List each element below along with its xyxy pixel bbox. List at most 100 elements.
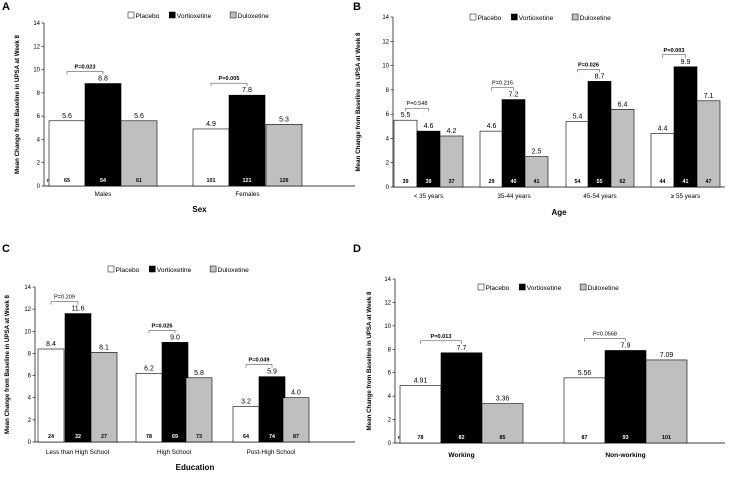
bar-value-label: 7.9 xyxy=(621,342,631,349)
y-tick-label: 6 xyxy=(388,371,392,377)
pvalue-bracket xyxy=(245,364,273,368)
bar-value-label: 7.1 xyxy=(704,93,714,100)
bar-value-label: 8.4 xyxy=(46,341,56,348)
bar-duloxetine-2 xyxy=(282,397,310,443)
bar-value-label: 5.5 xyxy=(401,112,411,119)
bar-n-label: 41 xyxy=(683,179,689,185)
bar-value-label: 7.7 xyxy=(457,345,467,352)
bar-value-label: 4.9 xyxy=(206,121,216,128)
bar-n-label: 69 xyxy=(172,434,178,440)
bar-value-label: 8.1 xyxy=(99,344,109,351)
y-tick-label: 4 xyxy=(37,137,41,143)
bar-duloxetine-0 xyxy=(120,120,158,187)
legend-swatch-duloxetine xyxy=(229,11,237,19)
y-tick-label: 14 xyxy=(382,15,389,21)
legend-label-placebo: Placebo xyxy=(116,267,140,274)
bar-value-label: 7.09 xyxy=(660,352,674,359)
bar-vortioxetine-1 xyxy=(501,99,526,188)
y-tick-label: 4 xyxy=(388,394,392,400)
x-axis-label: Age xyxy=(551,208,567,217)
legend-label-duloxetine: Duloxetine xyxy=(218,267,249,274)
pvalue-label: P=0.209 xyxy=(54,295,75,301)
y-tick-label: 6 xyxy=(386,112,390,118)
pvalue-label: P=0.003 xyxy=(664,48,685,54)
x-category-label: 35-44 years xyxy=(497,193,530,200)
bar-n-label: 82 xyxy=(459,435,465,441)
bar-n-label: 87 xyxy=(582,435,588,441)
x-category-label: Less than High School xyxy=(46,449,109,456)
bar-vortioxetine-2 xyxy=(587,81,612,188)
pvalue-bracket xyxy=(50,301,79,305)
pvalue-label: P=0.216 xyxy=(492,81,513,87)
legend-label-duloxetine: Duloxetine xyxy=(580,15,611,22)
bar-value-label: 3.2 xyxy=(241,399,251,406)
panel-letter: A xyxy=(2,1,10,13)
y-tick-label: 0 xyxy=(28,440,32,446)
bar-value-label: 7.8 xyxy=(242,87,252,94)
bar-n-label: 54 xyxy=(100,178,106,184)
legend-swatch-placebo xyxy=(469,13,477,21)
bar-duloxetine-1 xyxy=(265,123,303,187)
bar-n-label: 78 xyxy=(146,434,152,440)
x-axis-label: Education xyxy=(176,463,215,472)
y-tick-label: 6 xyxy=(28,374,32,380)
bar-n-label: 85 xyxy=(500,435,506,441)
pvalue-label: P=0.548 xyxy=(407,101,428,107)
pvalue-label: P=0.0568 xyxy=(593,331,617,337)
pvalue-bracket xyxy=(210,82,248,87)
legend-swatch-vortioxetine xyxy=(169,11,176,19)
panel-letter: B xyxy=(353,1,361,13)
bar-value-label: 3.36 xyxy=(496,396,510,403)
x-category-label: Males xyxy=(95,191,112,198)
pvalue-bracket xyxy=(66,71,104,75)
bar-n-label: 65 xyxy=(64,178,70,184)
y-tick-label: 4 xyxy=(28,396,32,402)
bar-duloxetine-1 xyxy=(645,359,688,444)
bar-placebo-0 xyxy=(48,120,86,187)
pvalue-bracket xyxy=(577,69,600,73)
y-tick-label: 12 xyxy=(384,300,391,306)
y-tick-label: 2 xyxy=(28,418,32,424)
y-tick-label: 2 xyxy=(388,418,392,424)
bar-n-label: 24 xyxy=(48,434,54,440)
y-tick-label: 12 xyxy=(24,307,31,313)
pvalue-bracket xyxy=(148,330,176,334)
legend-label-vortioxetine: Vortioxetine xyxy=(157,267,192,274)
y-tick-label: 14 xyxy=(33,21,40,27)
bar-n-label: 64 xyxy=(243,434,249,440)
bar-n-label: 27 xyxy=(101,434,107,440)
pvalue-label: P=0.013 xyxy=(431,334,452,340)
x-category-label: 45-54 years xyxy=(583,193,616,200)
bar-value-label: 2.5 xyxy=(532,149,542,156)
bar-value-label: 5.8 xyxy=(194,370,204,377)
bar-placebo-0 xyxy=(37,348,65,443)
bar-n-label: 74 xyxy=(269,434,275,440)
bar-vortioxetine-0 xyxy=(440,352,483,444)
y-axis-label: Mean Change from Baseline in UPSA at Wee… xyxy=(4,294,11,433)
legend-label-placebo: Placebo xyxy=(478,15,502,22)
chart-panel-d: D 0 2 4 6 8 10 12 14 Mean Change from Baseline in… xyxy=(353,243,725,459)
legend-swatch-duloxetine xyxy=(571,13,579,21)
bar-vortioxetine-1 xyxy=(228,94,266,187)
y-tick-label: 14 xyxy=(24,285,31,291)
bar-vortioxetine-0 xyxy=(64,313,92,443)
legend-swatch-vortioxetine xyxy=(519,283,526,291)
legend-label-placebo: Placebo xyxy=(136,13,160,20)
bar-n-label: 126 xyxy=(280,178,289,184)
y-tick-label: 0 xyxy=(386,185,390,191)
legend-swatch-duloxetine xyxy=(209,265,217,273)
bar-value-label: 4.0 xyxy=(291,390,301,397)
bar-duloxetine-0 xyxy=(481,403,524,444)
pvalue-label: P=0.026 xyxy=(152,323,173,329)
bar-placebo-2 xyxy=(565,121,590,188)
y-tick-label: 8 xyxy=(386,88,390,94)
bar-n-label: 78 xyxy=(418,435,424,441)
x-category-label: Working xyxy=(448,452,474,459)
legend-swatch-vortioxetine xyxy=(149,265,156,273)
bar-duloxetine-0 xyxy=(90,352,118,443)
y-tick-label: 12 xyxy=(33,44,40,50)
bar-value-label: 6.2 xyxy=(144,365,154,372)
bar-n-label: 61 xyxy=(136,178,142,184)
pvalue-bracket xyxy=(584,338,626,342)
bar-value-label: 4.91 xyxy=(414,377,428,384)
